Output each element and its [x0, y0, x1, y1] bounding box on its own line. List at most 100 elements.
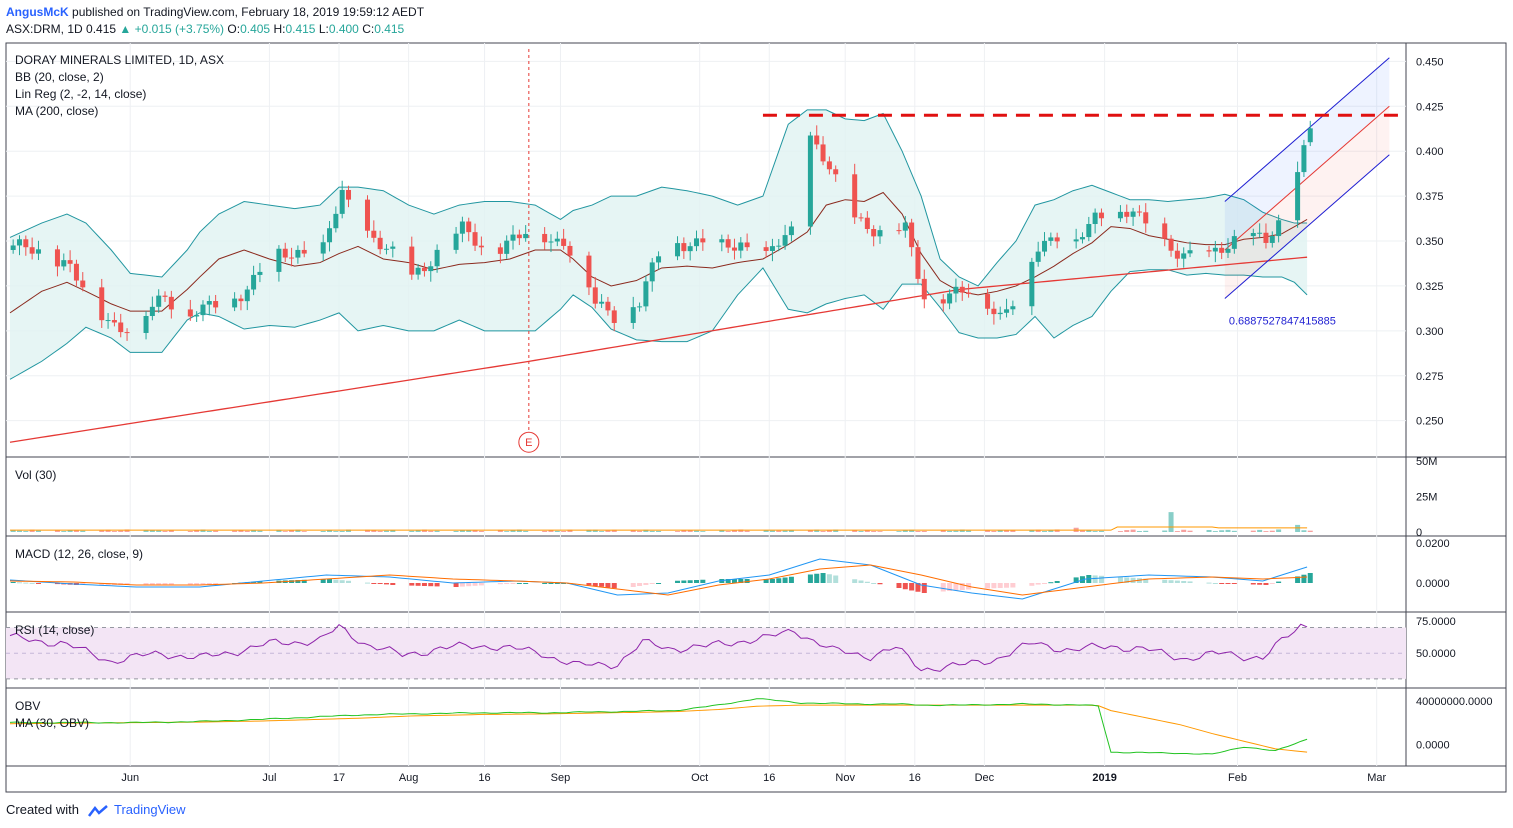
candle-body [371, 230, 377, 238]
macd-histogram [10, 573, 1313, 593]
macd-hist-bar [731, 579, 737, 583]
macd-hist-bar [301, 579, 307, 583]
volume-bar [99, 530, 105, 532]
candle-body [871, 229, 877, 237]
candle-body [472, 232, 478, 246]
volume-tick-label: 0 [1416, 527, 1422, 539]
volume-bar [1162, 530, 1168, 532]
author-link[interactable]: AngusMcK [6, 5, 69, 19]
volume-bar [719, 530, 725, 532]
macd-hist-bar [833, 575, 839, 583]
candle-body [54, 249, 60, 267]
volume-bar [877, 531, 883, 532]
bollinger-band-fill [10, 109, 1308, 380]
macd-hist-bar [738, 579, 744, 583]
volume-bar [953, 530, 959, 532]
candle-body [1307, 128, 1313, 143]
macd-hist-bar [985, 583, 991, 589]
volume-bar [200, 529, 206, 532]
volume-bar [453, 530, 459, 532]
price-tick-label: 0.425 [1416, 101, 1444, 113]
volume-bar [1124, 530, 1130, 532]
volume-bar [124, 529, 130, 532]
candle-body [364, 199, 370, 231]
macd-hist-bar [194, 583, 200, 585]
candle-body [833, 169, 839, 175]
macd-hist-bar [630, 583, 636, 587]
macd-hist-bar [1004, 583, 1010, 588]
volume-bar [111, 531, 117, 532]
macd-hist-bar [1162, 579, 1168, 583]
candle-body [143, 316, 149, 333]
macd-hist-bar [592, 583, 598, 586]
obv-ma-line [9, 704, 1308, 753]
volume-bar [244, 530, 250, 532]
macd-hist-bar [327, 579, 333, 583]
volume-bar [896, 531, 902, 532]
macd-hist-bar [1042, 583, 1048, 584]
price-tick-label: 0.450 [1416, 56, 1444, 68]
candle-body [1029, 261, 1035, 307]
macd-hist-bar [523, 583, 529, 584]
volume-bar [567, 529, 573, 532]
candle-body [257, 271, 263, 275]
candle-body [731, 247, 737, 251]
macd-hist-bar [364, 582, 370, 584]
volume-bar [814, 529, 820, 532]
volume-bar [333, 531, 339, 532]
macd-hist-bar [656, 583, 662, 584]
candle-body [497, 247, 503, 254]
volume-bar [959, 529, 965, 532]
macd-hist-bar [675, 580, 681, 583]
volume-bar [1168, 512, 1174, 532]
legend-obv: OBV [15, 699, 40, 713]
close-value: 0.415 [374, 22, 405, 36]
candle-body [111, 320, 117, 323]
candle-body [1212, 247, 1218, 252]
volume-bar [61, 531, 67, 532]
volume-bar [516, 529, 522, 532]
x-tick-label: 2019 [1092, 772, 1116, 784]
volume-bar [966, 530, 972, 532]
macd-hist-bar [1301, 574, 1307, 583]
candle-body [390, 246, 396, 249]
macd-hist-bar [377, 583, 383, 584]
macd-hist-bar [991, 583, 997, 589]
macd-hist-bar [99, 583, 105, 585]
macd-hist-bar [548, 583, 554, 584]
volume-bar [542, 530, 548, 532]
candle-body [118, 322, 124, 333]
macd-tick-label: 0.0000 [1416, 578, 1450, 590]
volume-bars [10, 512, 1313, 532]
volume-bar [1136, 531, 1142, 532]
macd-hist-bar [339, 580, 345, 583]
candle-body [909, 222, 915, 248]
candle-body [814, 135, 820, 145]
macd-hist-bar [1212, 583, 1218, 584]
pane-frame-macd [5, 535, 1507, 613]
macd-hist-bar [459, 583, 465, 587]
candle-body [504, 240, 510, 254]
macd-hist-bar [162, 583, 168, 585]
volume-bar [1130, 529, 1136, 532]
candle-body [1225, 248, 1231, 253]
tradingview-link[interactable]: TradingView [114, 802, 186, 817]
volume-bar [1187, 530, 1193, 532]
volume-bar [731, 530, 737, 532]
price-tick-label: 0.300 [1416, 326, 1444, 338]
publish-info: published on TradingView.com, February 1… [72, 5, 425, 19]
macd-hist-bar [858, 580, 864, 583]
macd-hist-bar [371, 583, 377, 584]
candle-body [105, 320, 111, 322]
x-tick-label: 16 [478, 772, 490, 784]
volume-bar [592, 529, 598, 532]
candle-body [276, 248, 282, 272]
up-triangle-icon: ▲ [119, 22, 132, 36]
volume-bar [1054, 529, 1060, 532]
event-marker-icon [518, 431, 540, 453]
macd-hist-bar [1130, 577, 1136, 583]
volume-bar [915, 530, 921, 532]
candle-body [421, 267, 427, 272]
macd-hist-bar [156, 583, 162, 585]
